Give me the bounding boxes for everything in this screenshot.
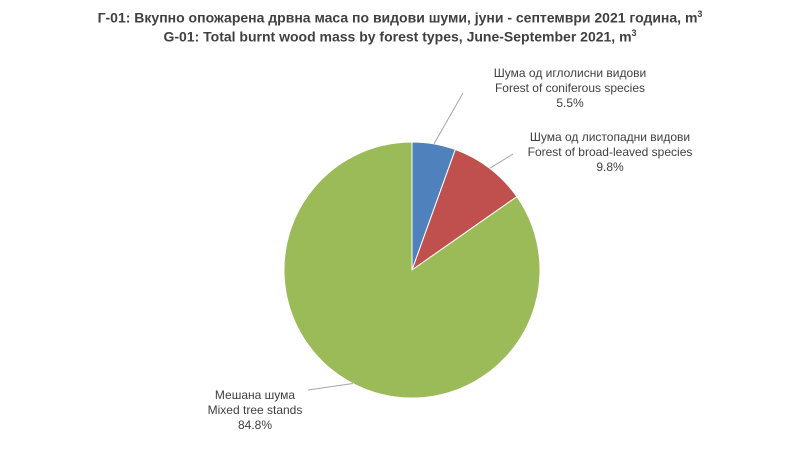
- slice-label-broad-leaved: Шума од листопадни видови Forest of broa…: [500, 130, 720, 175]
- slice-label-en: Forest of broad-leaved species: [527, 145, 693, 159]
- slice-value-label: 9.8%: [596, 160, 624, 174]
- slice-label-en: Mixed tree stands: [207, 403, 303, 417]
- chart-title: Г-01: Вкупно опожарена дрвна маса по вид…: [97, 9, 703, 26]
- leader-line: [307, 383, 353, 391]
- slice-value-label: 5.5%: [556, 96, 584, 110]
- slice-label-mk: Мешана шума: [214, 388, 296, 402]
- slice-label-coniferous: Шума од иглолисни видови Forest of conif…: [470, 66, 670, 111]
- slice-label-en: Forest of coniferous species: [494, 81, 646, 95]
- leader-line: [433, 92, 464, 145]
- slice-label-mk: Шума од иглолисни видови: [493, 66, 647, 80]
- slice-value-label: 84.8%: [237, 418, 273, 432]
- pie-slice-mixed: [283, 141, 541, 399]
- pie-slice-broad-leaved: [410, 148, 518, 272]
- slice-label-mk: Шума од листопадни видови: [529, 130, 691, 144]
- leader-line: [489, 153, 514, 169]
- slice-label-mixed: Мешана шума Mixed tree stands 84.8%: [185, 388, 325, 433]
- chart-subtitle: G-01: Total burnt wood mass by forest ty…: [163, 28, 637, 45]
